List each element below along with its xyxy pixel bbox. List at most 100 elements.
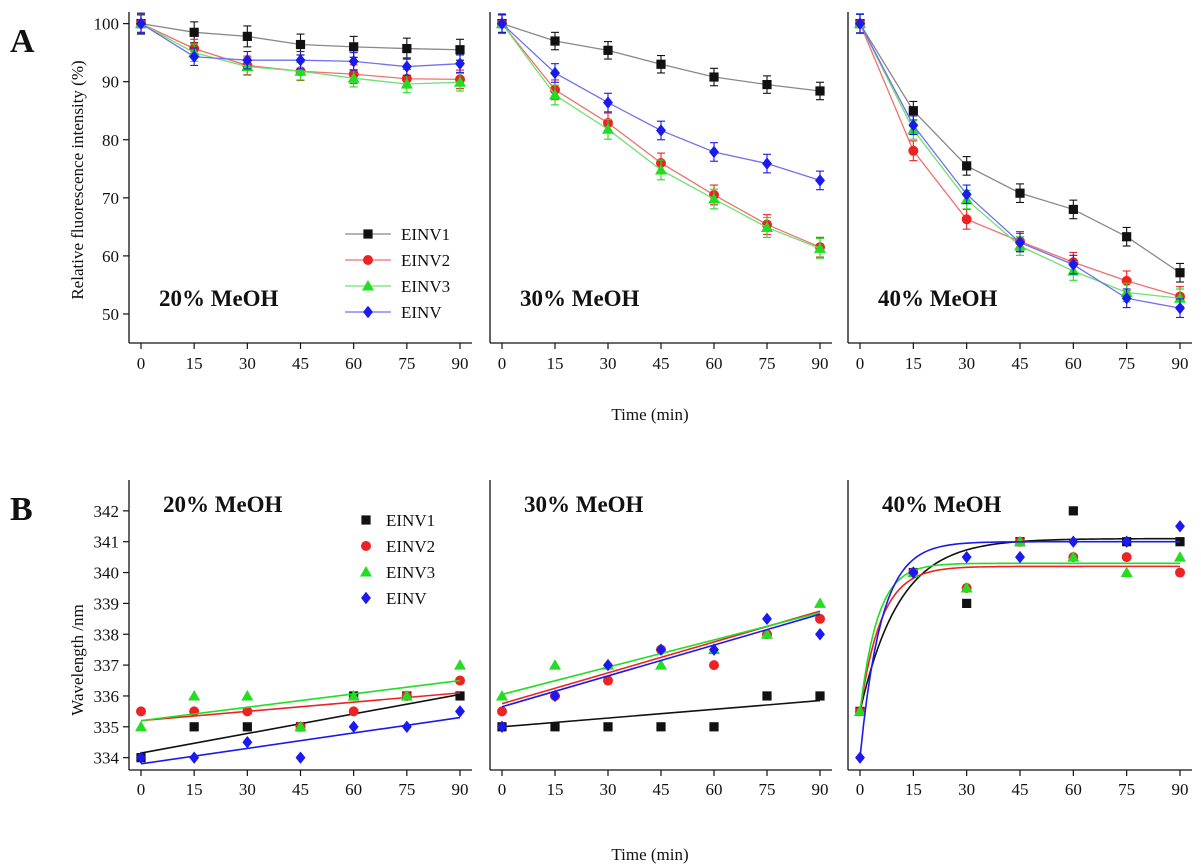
x-tick-label: 90 [812, 354, 829, 373]
data-point [455, 691, 465, 701]
data-point [1015, 188, 1025, 198]
data-point [908, 145, 919, 156]
data-point [961, 214, 972, 225]
y-tick-label: 335 [94, 718, 120, 737]
data-point [709, 722, 719, 732]
x-tick-label: 45 [653, 354, 670, 373]
fit-line [501, 613, 821, 708]
data-point [497, 720, 507, 734]
data-point [189, 50, 200, 63]
data-point [1067, 551, 1080, 562]
data-point [550, 722, 560, 732]
panel-a-3: 0 15 30 45 60 75 90 40% MeOH [847, 12, 1192, 373]
series-einv3 [854, 13, 1186, 309]
series-line [859, 23, 1181, 299]
data-point [242, 706, 253, 717]
data-point [550, 66, 560, 80]
data-point [1174, 292, 1186, 303]
data-point [908, 119, 919, 132]
x-tick-label: 0 [137, 780, 146, 799]
legend-marker [363, 255, 373, 265]
legend-item-einv3: EINV3 [345, 277, 450, 296]
y-tick-label: 340 [94, 564, 120, 583]
data-point [136, 751, 146, 764]
x-tick-label: 0 [856, 354, 865, 373]
panel-title: 20% MeOH [159, 286, 279, 311]
series-einv [497, 13, 825, 191]
data-point [347, 689, 360, 701]
data-point [189, 751, 200, 764]
data-point [348, 720, 359, 734]
legend-label: EINV [386, 589, 427, 608]
data-point [242, 31, 252, 41]
x-tick-label: 60 [345, 354, 362, 373]
x-tick-label: 15 [905, 780, 922, 799]
data-point [1122, 232, 1132, 242]
y-tick-label: 90 [102, 73, 119, 92]
data-point [709, 145, 719, 159]
data-point [1174, 551, 1186, 562]
data-point [1175, 268, 1185, 278]
panel-title: 40% MeOH [878, 286, 998, 311]
x-tick-label: 30 [958, 780, 975, 799]
x-tick-label: 75 [759, 354, 776, 373]
data-point [603, 722, 613, 732]
y-tick-label: 70 [102, 189, 119, 208]
x-tick-label: 0 [856, 780, 865, 799]
panel-title: 40% MeOH [882, 492, 1002, 517]
data-point [455, 705, 465, 718]
data-point [960, 581, 973, 593]
data-point [709, 72, 719, 82]
fit-line [140, 679, 461, 722]
series-einv2 [855, 13, 1185, 307]
legend-label: EINV2 [401, 251, 450, 270]
data-point [761, 628, 773, 639]
data-point [1175, 301, 1185, 315]
legend-a: EINV1 EINV2 EINV3 EINV [345, 225, 450, 322]
data-point [908, 566, 919, 579]
data-point [349, 42, 359, 52]
data-point [815, 174, 825, 187]
x-tick-label: 45 [1012, 780, 1029, 799]
x-tick-label: 75 [398, 780, 415, 799]
data-point [762, 691, 772, 701]
x-tick-label: 0 [137, 354, 146, 373]
data-point [656, 124, 666, 137]
panel-a-label: A [10, 23, 35, 60]
data-point [497, 706, 507, 717]
data-point [1068, 506, 1078, 516]
x-tick-label: 90 [1172, 354, 1189, 373]
data-point [854, 705, 866, 716]
y-tick-label: 336 [94, 687, 120, 706]
x-tick-label: 60 [1065, 354, 1082, 373]
y-tick-label: 337 [94, 656, 120, 675]
data-point [655, 163, 667, 175]
y-tick-label: 342 [94, 502, 120, 521]
data-point [1175, 520, 1185, 533]
data-point [295, 39, 306, 50]
x-tick-label: 45 [292, 354, 309, 373]
panel-b-3: 0 15 30 45 60 75 90 40% MeOH [847, 480, 1192, 799]
panel-a-1: 0 15 30 45 60 75 90 50 60 70 80 90 100 20% MeOH [94, 12, 472, 373]
x-tick-label: 0 [498, 780, 507, 799]
series-einv [136, 14, 465, 76]
data-point [762, 157, 772, 170]
data-point [656, 722, 666, 732]
series-einv [855, 520, 1185, 764]
legend-b: EINV1 EINV2 EINV3 EINV [360, 511, 435, 608]
data-point [455, 57, 465, 70]
legend-marker [361, 591, 371, 605]
legend-item-einv1: EINV1 [361, 511, 435, 530]
legend-label: EINV3 [386, 563, 435, 582]
data-point [189, 722, 199, 732]
x-tick-label: 30 [600, 354, 617, 373]
data-point [814, 597, 826, 608]
legend-marker [363, 229, 373, 239]
data-point [602, 123, 614, 134]
data-point [815, 86, 825, 96]
y-tick-label: 100 [94, 15, 120, 34]
y-axis-title-a: Relative fluorescence intensity (%) [68, 60, 87, 299]
series-einv3 [496, 13, 826, 259]
x-tick-label: 60 [706, 354, 723, 373]
